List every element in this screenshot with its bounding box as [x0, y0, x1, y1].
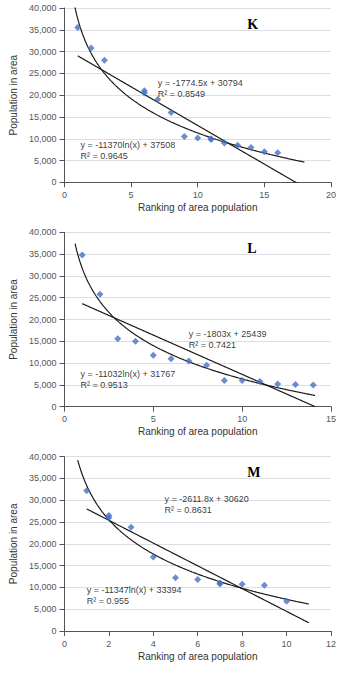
svg-text:40,000: 40,000 [29, 452, 57, 462]
svg-text:y = -11347ln(x) + 33394: y = -11347ln(x) + 33394 [87, 585, 182, 595]
svg-text:R² = 0.9513: R² = 0.9513 [80, 380, 127, 390]
svg-text:0: 0 [51, 402, 56, 412]
svg-text:R² = 0.7421: R² = 0.7421 [189, 340, 236, 350]
svg-text:20,000: 20,000 [29, 90, 57, 100]
svg-text:0: 0 [51, 177, 56, 187]
svg-text:5,000: 5,000 [34, 604, 57, 614]
svg-text:R² = 0.8631: R² = 0.8631 [164, 505, 211, 515]
svg-text:5: 5 [151, 414, 156, 424]
svg-text:10,000: 10,000 [29, 358, 57, 368]
svg-text:12: 12 [326, 639, 336, 649]
svg-text:y = -2611.8x + 30620: y = -2611.8x + 30620 [164, 494, 248, 504]
svg-text:y = -1774.5x + 30794: y = -1774.5x + 30794 [158, 78, 243, 88]
svg-text:10: 10 [193, 190, 203, 200]
svg-text:Population in area: Population in area [8, 279, 19, 360]
svg-text:Ranking of area population: Ranking of area population [138, 651, 258, 662]
svg-text:40,000: 40,000 [29, 227, 57, 237]
svg-text:10,000: 10,000 [29, 582, 57, 592]
svg-text:25,000: 25,000 [29, 293, 57, 303]
svg-text:10,000: 10,000 [29, 134, 57, 144]
svg-text:0: 0 [62, 639, 67, 649]
svg-text:5: 5 [129, 190, 134, 200]
svg-text:8: 8 [240, 639, 245, 649]
svg-text:Population in area: Population in area [8, 503, 19, 584]
svg-text:0: 0 [51, 626, 56, 636]
svg-text:15: 15 [259, 190, 269, 200]
svg-text:30,000: 30,000 [29, 495, 57, 505]
svg-text:30,000: 30,000 [29, 271, 57, 281]
svg-text:10: 10 [282, 639, 292, 649]
svg-text:30,000: 30,000 [29, 47, 57, 57]
svg-text:R² = 0.9645: R² = 0.9645 [80, 151, 127, 161]
svg-text:Ranking of area population: Ranking of area population [138, 426, 258, 437]
svg-text:20: 20 [326, 190, 336, 200]
svg-text:6: 6 [195, 639, 200, 649]
svg-text:5,000: 5,000 [34, 156, 57, 166]
svg-text:35,000: 35,000 [29, 473, 57, 483]
svg-text:2: 2 [106, 639, 111, 649]
svg-text:L: L [247, 241, 256, 256]
svg-text:20,000: 20,000 [29, 315, 57, 325]
svg-text:15: 15 [326, 414, 336, 424]
svg-text:35,000: 35,000 [29, 249, 57, 259]
svg-text:15,000: 15,000 [29, 336, 57, 346]
svg-text:0: 0 [62, 414, 67, 424]
svg-text:R² = 0.8549: R² = 0.8549 [158, 89, 205, 99]
svg-text:15,000: 15,000 [29, 561, 57, 571]
svg-text:40,000: 40,000 [29, 3, 57, 13]
svg-text:25,000: 25,000 [29, 68, 57, 78]
svg-text:10: 10 [237, 414, 247, 424]
svg-text:4: 4 [151, 639, 156, 649]
svg-text:0: 0 [62, 190, 67, 200]
svg-text:K: K [247, 17, 258, 32]
svg-text:25,000: 25,000 [29, 517, 57, 527]
svg-text:Ranking of area population: Ranking of area population [138, 202, 258, 213]
svg-text:5,000: 5,000 [34, 380, 57, 390]
svg-text:y = -1803x + 25439: y = -1803x + 25439 [189, 329, 267, 339]
svg-text:Population in area: Population in area [8, 54, 19, 135]
svg-text:15,000: 15,000 [29, 112, 57, 122]
svg-text:y = -11370ln(x) + 37508: y = -11370ln(x) + 37508 [80, 140, 175, 150]
svg-text:M: M [247, 465, 260, 480]
svg-text:y = -11032ln(x) + 31767: y = -11032ln(x) + 31767 [80, 369, 175, 379]
svg-text:R² = 0.955: R² = 0.955 [87, 596, 129, 606]
svg-text:20,000: 20,000 [29, 539, 57, 549]
svg-text:35,000: 35,000 [29, 25, 57, 35]
